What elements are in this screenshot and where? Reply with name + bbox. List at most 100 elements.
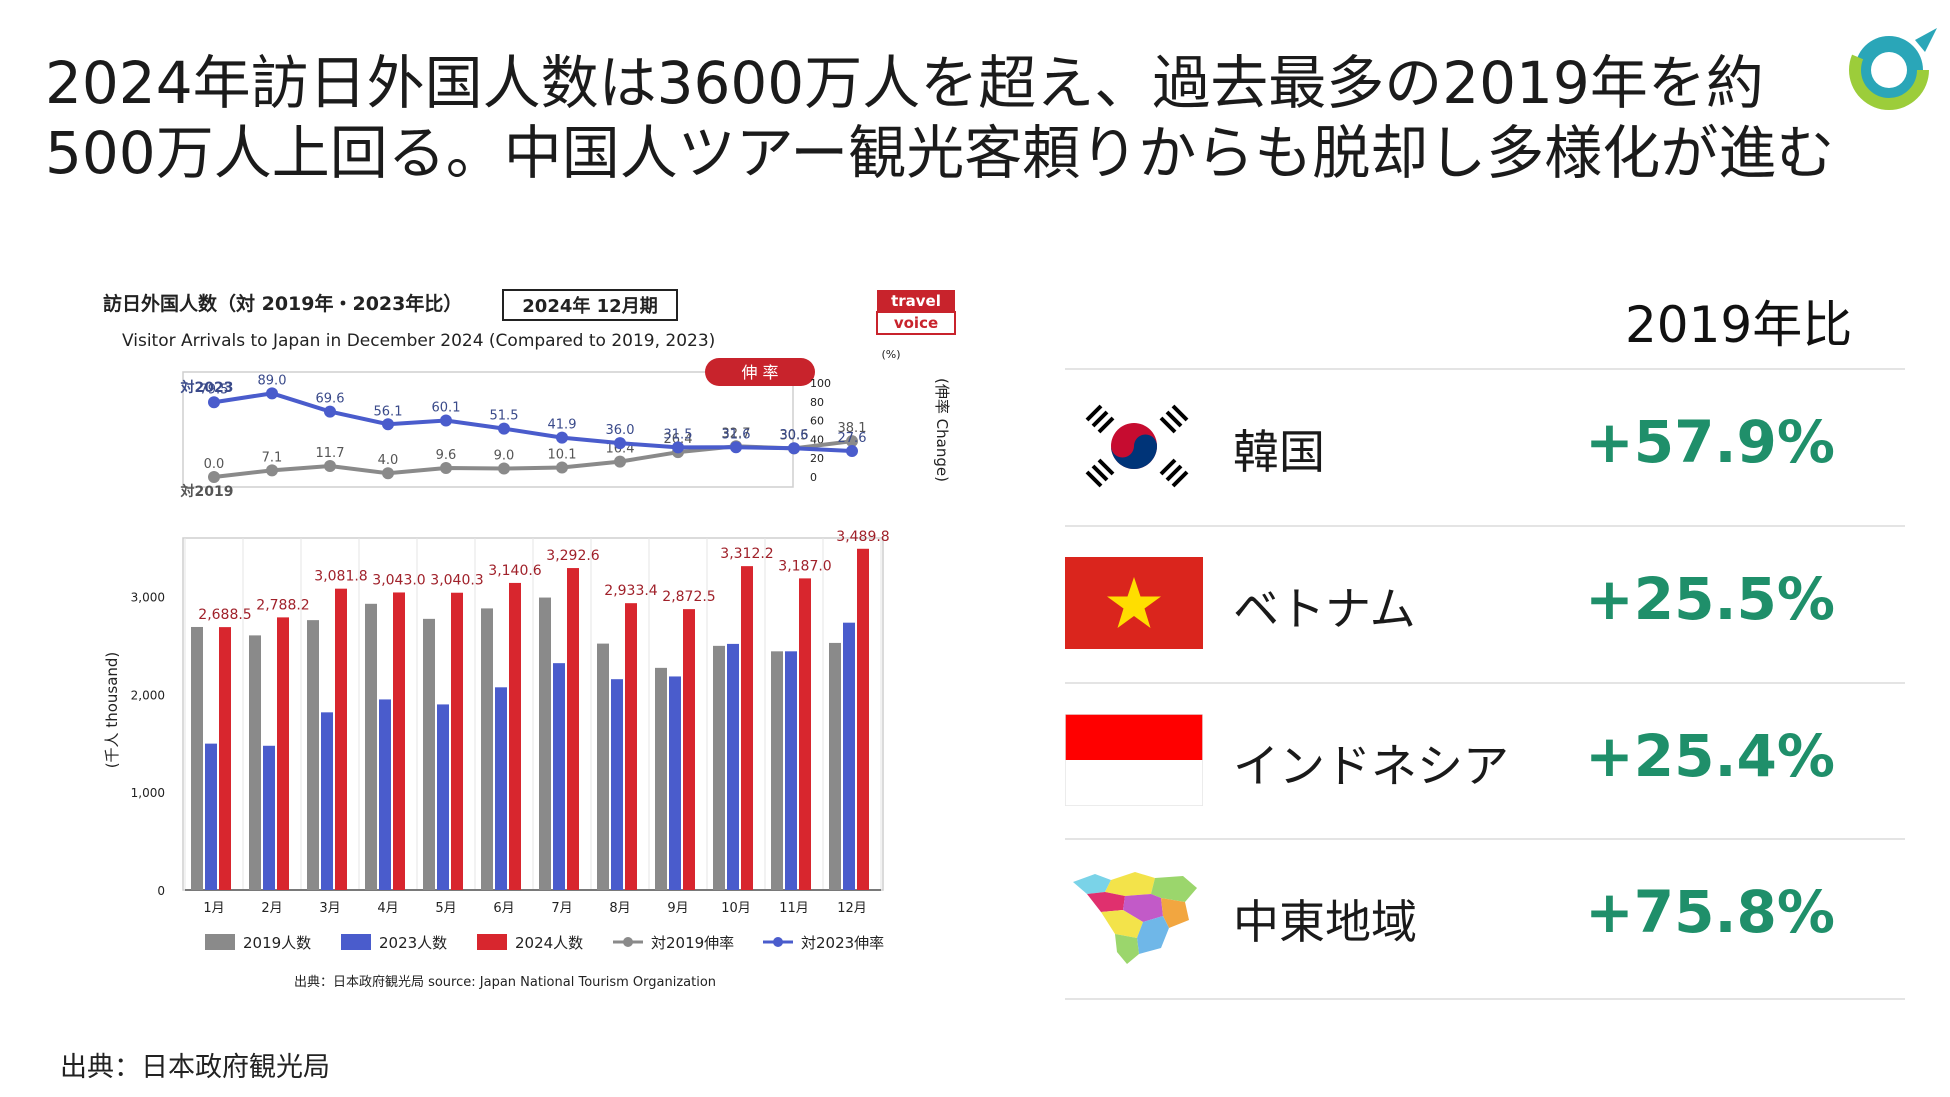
comparison-row-vietnam: ベトナム +25.5% [1065,525,1905,682]
rate-tick-label: 0 [810,471,817,484]
table-divider [1065,998,1905,1000]
rate-data-label: 60.1 [432,401,461,416]
bar-2023人数 [553,663,565,890]
country-name: 韓国 [1233,425,1325,479]
bar-2019人数 [539,597,551,890]
bar-2024人数 [625,603,637,890]
rate-data-label: 38.1 [838,421,867,436]
bar-2019人数 [423,618,435,890]
country-name: ベトナム [1233,582,1416,636]
country-name: 中東地域 [1233,895,1417,949]
travel-voice-logo: travel voice [876,290,956,335]
visitor-arrivals-chart: 訪日外国人数（対 2019年・2023年比） 2024年 12月期 Visito… [95,280,975,1000]
rate-axis-label: (伸率 Change) [933,378,951,482]
bar-2023人数 [611,679,623,890]
bar-data-label: 2,872.5 [662,589,715,605]
bar-data-label: 3,292.6 [546,548,600,564]
x-tick-label: 1月 [203,901,224,916]
rate-point [266,464,278,477]
rate-badge-box [705,358,815,386]
rate-data-label: 89.0 [258,373,287,388]
indonesia-flag-icon [1065,714,1203,806]
bar-2024人数 [799,578,811,890]
bar-data-label: 2,933.4 [604,583,658,599]
bar-2019人数 [191,626,203,890]
rate-point [440,414,452,427]
bar-2019人数 [829,642,841,890]
x-tick-label: 3月 [319,901,340,916]
rate-data-label: 30.5 [780,428,809,443]
rate-point [382,418,394,431]
comparison-row-korea: 韓国 +57.9% [1065,368,1905,525]
rate-point [208,396,220,409]
rate-data-label: 27.6 [838,431,867,446]
bar-2024人数 [567,568,579,890]
rate-point [324,405,336,418]
rate-data-label: 4.0 [378,453,399,468]
rate-data-label: 30.6 [780,428,809,443]
comparison-row-middle-east: 中東地域 +75.8% [1065,838,1905,995]
middle-east-map-icon [1073,872,1197,964]
rate-point [208,471,220,483]
bar-2019人数 [597,643,609,890]
rate-data-label: 11.7 [316,446,345,461]
bar-2023人数 [843,622,855,890]
rate-data-label: 9.6 [436,448,457,463]
x-tick-label: 5月 [435,901,456,916]
brand-logo-icon [1849,28,1937,110]
legend-swatch [341,934,371,950]
growth-value: +57.9% [1585,408,1835,476]
rate-point [846,435,858,448]
legend-marker [623,937,633,947]
svg-text:travel: travel [891,292,941,310]
rate-series-tag: 対2023 [180,379,234,396]
rate-unit: (%) [881,348,900,361]
rate-data-label: 69.6 [316,392,345,407]
rate-series-tag: 対2019 [180,483,234,500]
rate-line-対2023伸率 [213,391,853,454]
rate-data-label: 26.4 [664,432,693,447]
rate-point [556,431,568,444]
y-tick-label: 3,000 [131,591,165,605]
bar-2024人数 [393,592,405,890]
comparison-header: 2019年比 [1625,296,1853,354]
legend-swatch [477,934,507,950]
legend-label: 2024人数 [515,934,583,952]
bar-data-label: 3,140.6 [488,563,542,579]
rate-point [440,461,452,474]
bar-2019人数 [771,651,783,890]
x-tick-label: 10月 [721,901,751,916]
rate-data-label: 0.0 [204,457,225,472]
rate-point [672,441,684,454]
bar-2024人数 [683,609,695,890]
rate-point [498,462,510,475]
bar-2024人数 [857,548,869,890]
bar-2023人数 [321,712,333,890]
rate-data-label: 31.6 [722,427,751,442]
rate-data-label: 31.5 [664,427,693,442]
rate-point [846,445,858,458]
bar-2024人数 [219,627,231,890]
legend-label: 対2023伸率 [801,934,884,952]
rate-data-label: 41.9 [548,418,577,433]
bar-2019人数 [481,608,493,890]
y-axis-label: (千人 thousand) [103,652,121,769]
bar-2023人数 [379,699,391,890]
bar-2019人数 [365,603,377,890]
period-badge-box [502,289,678,321]
y-tick-label: 1,000 [131,786,165,800]
growth-value: +75.8% [1585,878,1835,946]
rate-point [614,455,626,468]
rate-point [788,442,800,455]
x-tick-label: 7月 [551,901,572,916]
country-name: インドネシア [1233,739,1509,793]
bar-2024人数 [451,592,463,890]
rate-data-label: 36.0 [606,423,635,438]
x-tick-label: 11月 [779,901,809,916]
growth-value: +25.4% [1585,722,1835,790]
x-tick-label: 2月 [261,901,282,916]
chart-subtitle: Visitor Arrivals to Japan in December 20… [122,331,715,351]
chart-title: 訪日外国人数（対 2019年・2023年比） [103,292,462,315]
bar-2019人数 [249,635,261,890]
bar-2019人数 [655,667,667,890]
